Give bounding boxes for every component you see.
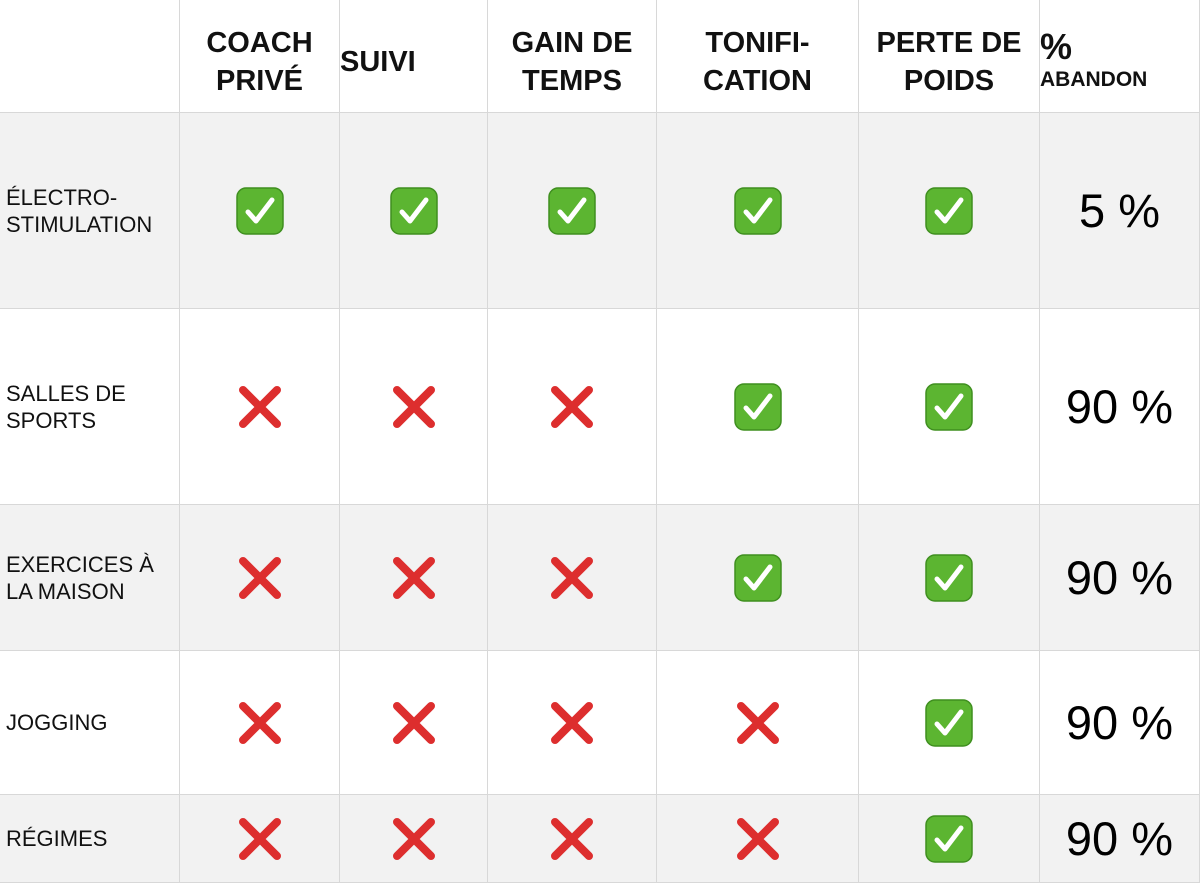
- check-icon: [925, 698, 973, 747]
- cross-icon: [551, 701, 593, 744]
- column-header: COACH PRIVÉ: [180, 0, 340, 113]
- cross-icon: [238, 556, 281, 599]
- abandon-cell: 90 %: [1040, 505, 1200, 651]
- check-cell: [488, 505, 657, 651]
- row-label: EXERCICES À LA MAISON: [0, 505, 180, 651]
- cross-icon: [238, 817, 281, 860]
- abandon-value: 90 %: [1065, 551, 1174, 604]
- check-cell: [859, 795, 1040, 883]
- check-cell: [340, 309, 488, 505]
- check-icon: [733, 553, 782, 602]
- cross-icon: [736, 817, 779, 860]
- cross-icon: [392, 556, 435, 599]
- check-cell: [488, 113, 657, 309]
- check-cell: [859, 309, 1040, 505]
- cross-icon: [736, 701, 779, 744]
- check-cell: [657, 651, 859, 795]
- header-symbol: %: [1040, 26, 1073, 67]
- row-label-text: RÉGIMES: [6, 826, 108, 851]
- row-label: JOGGING: [0, 651, 180, 795]
- row-label-text: SALLES DE SPORTS: [6, 380, 126, 433]
- cross-icon: [392, 701, 435, 744]
- check-cell: [180, 795, 340, 883]
- check-icon: [925, 553, 973, 602]
- row-label: RÉGIMES: [0, 795, 180, 883]
- cross-icon: [551, 556, 593, 599]
- row-label-text: EXERCICES À LA MAISON: [6, 551, 154, 604]
- check-cell: [488, 309, 657, 505]
- check-cell: [340, 505, 488, 651]
- check-cell: [859, 505, 1040, 651]
- check-icon: [389, 186, 438, 235]
- check-icon: [733, 186, 782, 235]
- cross-icon: [551, 817, 593, 860]
- abandon-cell: 90 %: [1040, 795, 1200, 883]
- check-cell: [859, 651, 1040, 795]
- check-cell: [180, 113, 340, 309]
- column-header: PERTE DE POIDS: [859, 0, 1040, 113]
- abandon-cell: 90 %: [1040, 309, 1200, 505]
- header-text: ABANDON: [1040, 68, 1148, 91]
- cross-icon: [551, 385, 593, 428]
- row-label: ÉLECTRO-STIMULATION: [0, 113, 180, 309]
- check-cell: [488, 795, 657, 883]
- check-cell: [657, 309, 859, 505]
- check-cell: [340, 113, 488, 309]
- cross-icon: [392, 385, 435, 428]
- check-cell: [180, 505, 340, 651]
- header-text: TONIFI-CATION: [702, 27, 812, 97]
- check-cell: [657, 795, 859, 883]
- row-label-text: ÉLECTRO-STIMULATION: [6, 184, 153, 237]
- column-header: GAIN DE TEMPS: [488, 0, 657, 113]
- abandon-value: 90 %: [1065, 812, 1174, 865]
- column-header: % ABANDON: [1040, 0, 1200, 113]
- column-header: SUIVI: [340, 0, 488, 113]
- header-text: SUIVI: [340, 46, 416, 78]
- abandon-value: 90 %: [1065, 380, 1174, 433]
- abandon-cell: 90 %: [1040, 651, 1200, 795]
- column-header: TONIFI-CATION: [657, 0, 859, 113]
- row-label: SALLES DE SPORTS: [0, 309, 180, 505]
- row-label-text: JOGGING: [6, 710, 108, 735]
- cross-icon: [238, 385, 281, 428]
- check-icon: [235, 186, 284, 235]
- abandon-value: 5 %: [1079, 184, 1160, 237]
- cross-icon: [392, 817, 435, 860]
- check-cell: [180, 651, 340, 795]
- check-cell: [488, 651, 657, 795]
- check-icon: [925, 382, 973, 431]
- check-cell: [180, 309, 340, 505]
- check-cell: [657, 113, 859, 309]
- check-cell: [340, 795, 488, 883]
- check-icon: [548, 186, 596, 235]
- check-cell: [657, 505, 859, 651]
- check-icon: [733, 382, 782, 431]
- cross-icon: [238, 701, 281, 744]
- check-icon: [925, 814, 973, 863]
- header-text: COACH PRIVÉ: [206, 27, 313, 97]
- check-cell: [859, 113, 1040, 309]
- check-icon: [925, 186, 973, 235]
- abandon-value: 90 %: [1065, 696, 1174, 749]
- corner-cell: [0, 0, 180, 113]
- header-text: PERTE DE POIDS: [876, 27, 1022, 97]
- header-text: GAIN DE TEMPS: [511, 27, 633, 97]
- check-cell: [340, 651, 488, 795]
- abandon-cell: 5 %: [1040, 113, 1200, 309]
